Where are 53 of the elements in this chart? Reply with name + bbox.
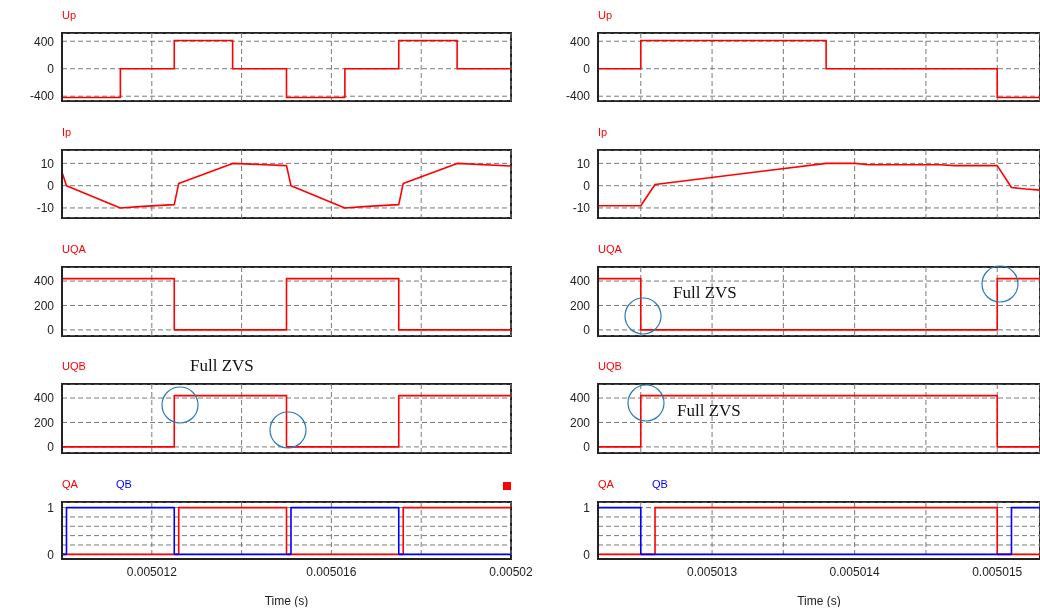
x-tick-label: 0.005014	[829, 564, 880, 579]
x-tick-label: 0.005012	[126, 564, 178, 579]
text: QA	[598, 478, 614, 490]
y-tick-label: 0	[583, 178, 591, 193]
y-tick-label: 1	[583, 500, 591, 515]
y-tick-label: 200	[33, 298, 55, 313]
y-tick-label: 0	[583, 323, 591, 338]
text: Ip	[62, 126, 72, 138]
text: UQB	[598, 360, 622, 372]
y-tick-label: 200	[569, 415, 591, 430]
y-tick-label: 400	[569, 274, 591, 289]
text: Ip	[598, 126, 608, 138]
y-tick-label: 0	[47, 547, 55, 562]
y-tick-label: -10	[36, 201, 55, 216]
annotation: Full ZVS	[673, 283, 737, 303]
y-tick-label: 0	[583, 61, 591, 76]
y-tick-label: -400	[565, 89, 591, 104]
text: UQB	[62, 360, 86, 372]
y-tick-label: -400	[29, 89, 55, 104]
x-tick-label: 0.005015	[972, 564, 1023, 579]
y-tick-label: 200	[33, 415, 55, 430]
x-tick-label: 0.00502	[489, 564, 534, 579]
y-tick-label: 0	[47, 178, 55, 193]
y-tick-label: 400	[33, 34, 55, 49]
line-series	[598, 162, 1040, 207]
y-tick-label: 0	[47, 61, 55, 76]
y-tick-label: 400	[33, 391, 55, 406]
x-tick-label: 0.005016	[306, 564, 357, 579]
series-label: QB	[651, 478, 668, 490]
y-tick-label: 0	[47, 440, 55, 455]
y-tick-label: 0	[47, 323, 55, 338]
y-tick-label: 200	[569, 298, 591, 313]
line-series	[62, 162, 511, 209]
y-tick-label: 400	[569, 391, 591, 406]
series-label: QB	[115, 478, 132, 490]
text: UQA	[62, 243, 86, 255]
y-tick-label: 400	[33, 274, 55, 289]
text: UQA	[598, 243, 622, 255]
y-tick-label: 1	[47, 500, 55, 515]
x-tick-label: 0.005013	[687, 564, 738, 579]
x-axis-title: Time (s)	[797, 594, 841, 608]
text: Full ZVS	[190, 356, 254, 376]
text: Up	[62, 9, 77, 21]
y-tick-label: -10	[572, 201, 591, 216]
y-tick-label: 400	[569, 34, 591, 49]
y-tick-label: 10	[40, 156, 55, 171]
text: QA	[62, 478, 78, 490]
text: Up	[598, 9, 613, 21]
x-axis-title: Time (s)	[264, 594, 309, 608]
y-tick-label: 10	[576, 156, 591, 171]
y-tick-label: 0	[583, 547, 591, 562]
annotation: Full ZVS	[677, 401, 741, 421]
y-tick-label: 0	[583, 440, 591, 455]
